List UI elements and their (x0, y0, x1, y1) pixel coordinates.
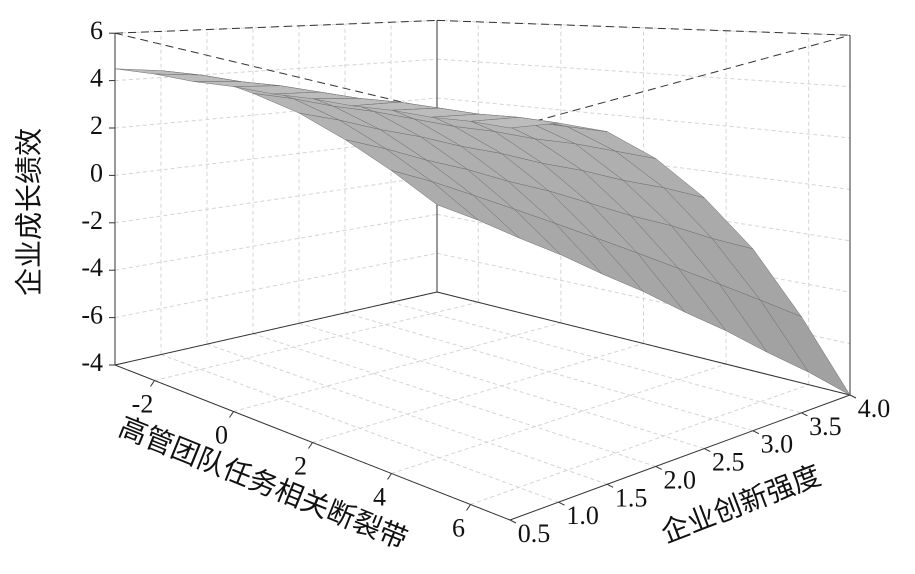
x-tick-mark (229, 411, 234, 418)
y-tick-mark (752, 430, 760, 435)
x-axis-title: 高管团队任务相关断裂带 (114, 411, 412, 556)
side-grid-line (114, 252, 438, 319)
floor-grid-line (206, 343, 608, 485)
y-tick-label: 4.0 (858, 394, 891, 423)
z-tick-label: -4 (81, 253, 103, 282)
y-tick-label: 1.0 (566, 501, 599, 530)
z-tick-label: 4 (90, 64, 103, 93)
y-tick-label: 2.0 (663, 465, 696, 494)
y-tick-label: 3.0 (761, 430, 794, 459)
x-tick-mark (150, 380, 155, 387)
z-tick-label: -4 (81, 348, 103, 377)
back-grid-line (436, 136, 851, 190)
x-tick-label: -2 (132, 389, 154, 418)
box-edge (114, 19, 438, 34)
x-tick-label: 4 (373, 482, 386, 511)
x-tick-label: 6 (452, 513, 465, 542)
side-grid-line (114, 58, 438, 82)
y-tick-mark (655, 465, 662, 470)
z-axis-title: 企业成长绩效 (13, 128, 45, 296)
z-tick-label: -2 (81, 206, 103, 235)
y-tick-mark (849, 394, 857, 399)
y-tick-label: 2.5 (712, 448, 745, 477)
y-tick-mark (801, 412, 808, 417)
x-tick-label: 0 (215, 420, 228, 449)
box-edge (509, 394, 851, 521)
floor-grid-line (154, 301, 479, 381)
surface-patch (154, 73, 241, 82)
floor-grid-line (391, 363, 727, 474)
floor-grid-line (470, 384, 809, 505)
x-tick-mark (387, 473, 392, 480)
side-grid-line (114, 136, 438, 176)
box-edge (509, 34, 851, 129)
y-tick-label: 0.5 (518, 519, 551, 548)
y-tick-label: 3.5 (809, 412, 842, 441)
box-edge (436, 291, 851, 396)
y-tick-mark (606, 483, 614, 488)
floor-grid-line (390, 301, 802, 414)
x-tick-label: 2 (294, 451, 307, 480)
x-tick-mark (466, 504, 471, 511)
floor-grid-line (233, 322, 562, 412)
z-tick-label: 6 (90, 16, 103, 45)
side-grid-line (114, 213, 438, 271)
box-edge (114, 291, 438, 366)
back-grid-line (436, 58, 851, 88)
floor-grid-line (252, 333, 656, 467)
y-tick-label: 1.5 (615, 483, 648, 512)
z-tick-label: 0 (90, 158, 103, 187)
floor-grid-line (312, 343, 644, 443)
floor-grid-line (298, 322, 705, 450)
x-tick-mark (308, 442, 313, 449)
back-grid-line (436, 97, 851, 139)
surface-patch (470, 117, 559, 129)
y-tick-mark (509, 519, 517, 524)
y-tick-mark (558, 501, 565, 506)
y-tick-mark (704, 448, 711, 453)
box-edge (436, 19, 851, 36)
floor-grid-line (344, 312, 753, 432)
z-tick-label: 2 (90, 111, 103, 140)
floor-grid-line (160, 354, 559, 503)
z-tick-label: -6 (81, 301, 103, 330)
side-grid-line (114, 175, 438, 224)
